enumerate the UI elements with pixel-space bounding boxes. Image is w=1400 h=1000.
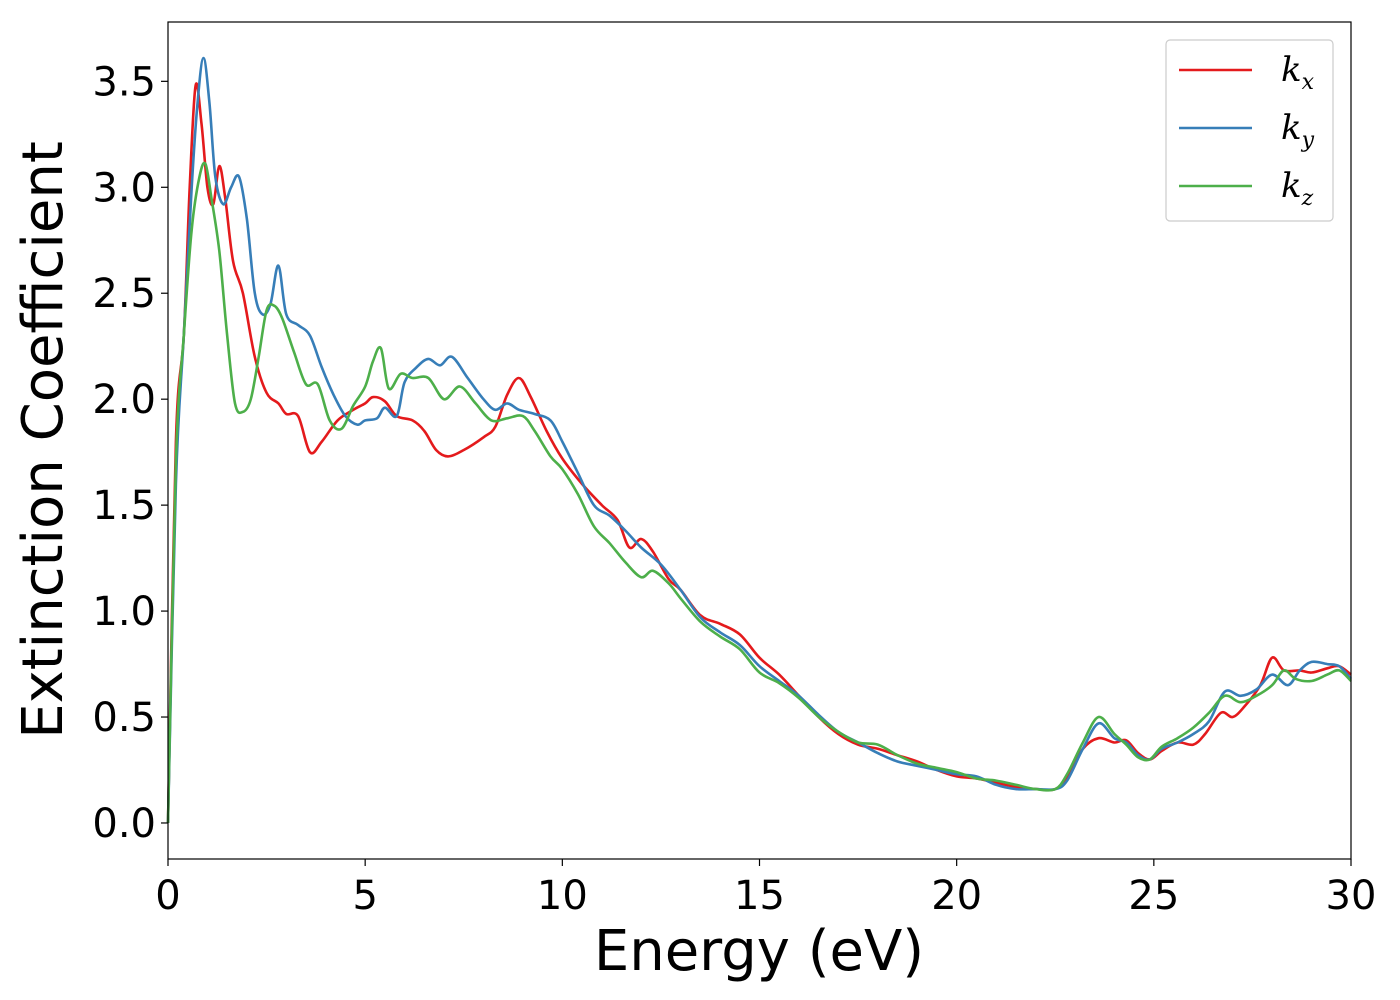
x-tick-label: 25: [1128, 873, 1179, 919]
x-tick-label: 30: [1326, 873, 1377, 919]
series-layer: [166, 56, 1352, 824]
x-tick-label: 0: [155, 873, 180, 919]
y-tick-label: 2.0: [92, 377, 156, 423]
y-tick-label: 0.0: [92, 801, 156, 847]
x-axis-title: Energy (eV): [594, 919, 924, 984]
plot-area: [168, 22, 1351, 859]
y-tick-label: 3.5: [92, 59, 156, 105]
x-tick-label: 5: [352, 873, 377, 919]
legend-label-k_z: kz: [1281, 166, 1314, 211]
x-axis-ticks: 0 5 10 15 20 25 30: [155, 859, 1376, 919]
x-tick-label: 20: [931, 873, 982, 919]
series-line-k_z: [166, 161, 1352, 824]
x-tick-label: 10: [537, 873, 588, 919]
x-tick-label: 15: [734, 873, 785, 919]
legend-label-k_y: ky: [1281, 108, 1315, 153]
y-tick-label: 3.0: [92, 165, 156, 211]
y-tick-label: 1.0: [92, 589, 156, 635]
legend-label-k_x: kx: [1281, 50, 1315, 95]
legend: kx ky kz: [1165, 39, 1334, 222]
y-axis-ticks: 0.0 0.5 1.0 1.5 2.0 2.5 3.0 3.5: [92, 59, 168, 847]
series-line-k_y: [166, 56, 1352, 824]
y-tick-label: 2.5: [92, 271, 156, 317]
y-tick-label: 1.5: [92, 483, 156, 529]
y-axis-title: Extinction Coefficient: [11, 141, 76, 739]
y-tick-label: 0.5: [92, 695, 156, 741]
legend-box: [1165, 39, 1334, 222]
